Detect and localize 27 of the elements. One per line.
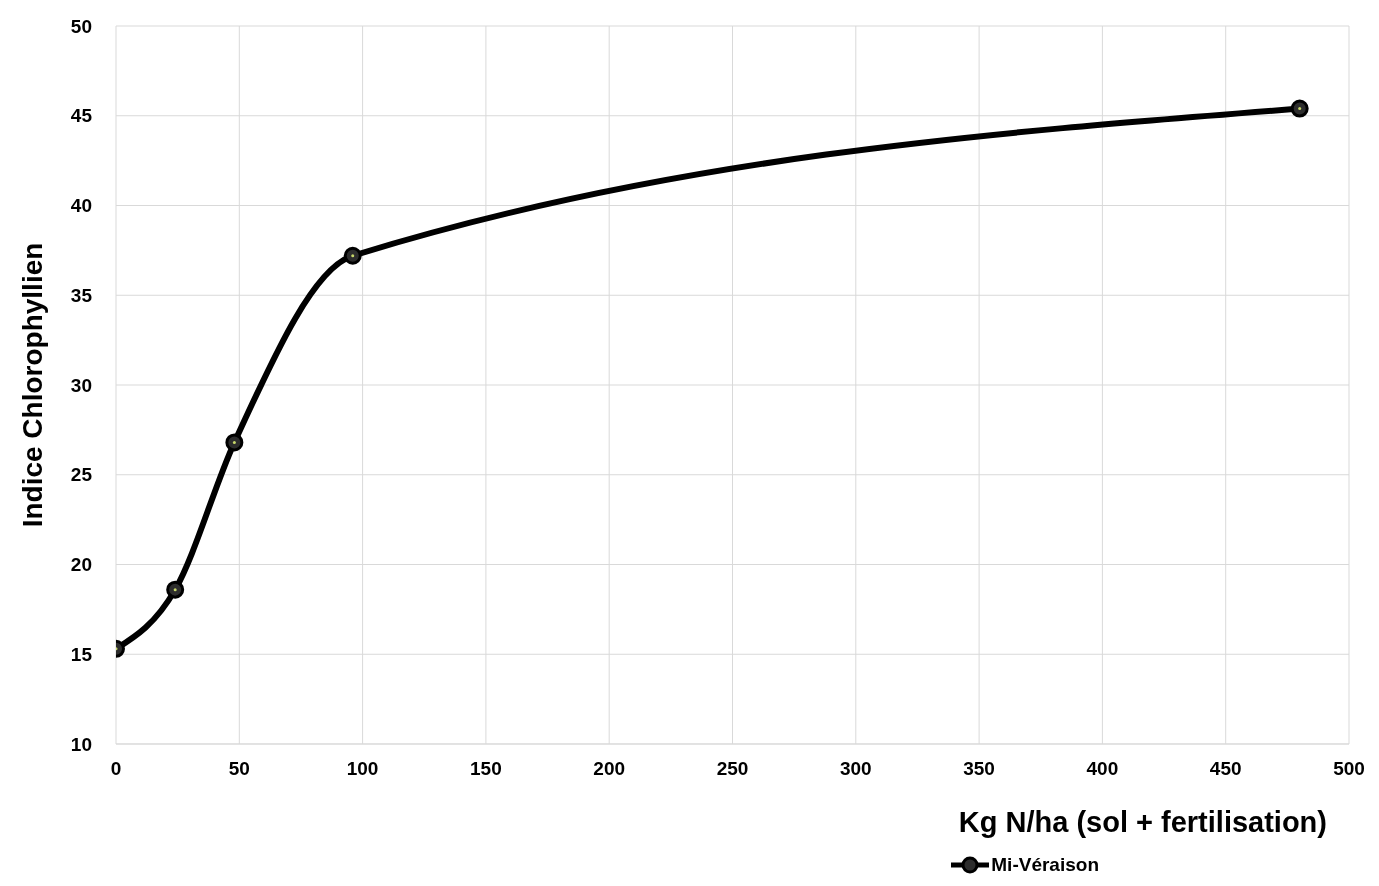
- y-tick-label: 20: [70, 554, 92, 576]
- legend-label: Mi-Véraison: [991, 854, 1099, 876]
- x-tick-label: 450: [1209, 758, 1242, 780]
- point: [343, 246, 362, 265]
- x-tick-label: 150: [470, 758, 502, 780]
- point: [1290, 99, 1309, 118]
- x-tick-label: 0: [110, 758, 122, 780]
- x-tick-label: 350: [963, 758, 995, 780]
- y-tick-label: 30: [70, 374, 92, 396]
- x-tick-label: 400: [1086, 758, 1119, 780]
- x-tick-label: 50: [228, 758, 250, 780]
- x-tick-label: 250: [716, 758, 749, 780]
- x-tick-label: 200: [593, 758, 626, 780]
- x-tick-label: 500: [1333, 758, 1365, 780]
- x-tick-label: 100: [346, 758, 379, 780]
- point: [225, 433, 244, 452]
- y-tick-label: 50: [70, 15, 92, 37]
- y-tick-label: 25: [70, 464, 93, 486]
- y-tick-label: 10: [70, 733, 92, 755]
- y-tick-label: 45: [70, 105, 93, 127]
- point: [166, 580, 185, 599]
- x-axis-title: Kg N/ha (sol + fertilisation): [958, 806, 1327, 838]
- x-tick-label: 300: [839, 758, 872, 780]
- y-tick-label: 15: [70, 643, 93, 665]
- y-tick-label: 40: [70, 195, 92, 217]
- y-tick-label: 35: [70, 284, 93, 306]
- y-axis-title: Indice Chlorophyllien: [16, 242, 48, 528]
